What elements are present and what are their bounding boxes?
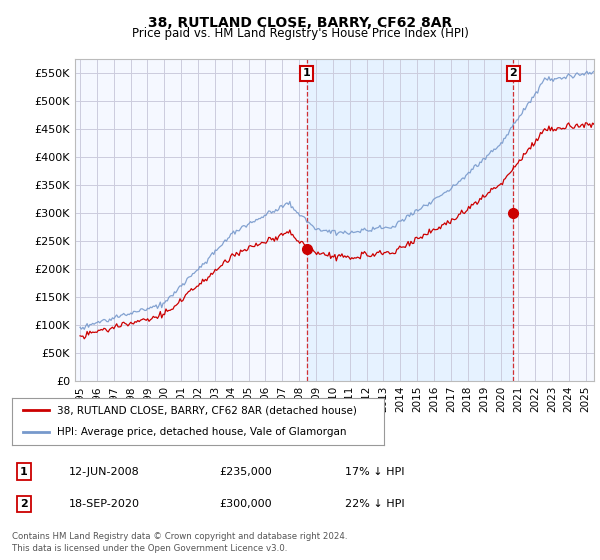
Text: HPI: Average price, detached house, Vale of Glamorgan: HPI: Average price, detached house, Vale…	[56, 427, 346, 437]
Text: 2: 2	[20, 499, 28, 509]
Text: 18-SEP-2020: 18-SEP-2020	[69, 499, 140, 509]
Text: 38, RUTLAND CLOSE, BARRY, CF62 8AR: 38, RUTLAND CLOSE, BARRY, CF62 8AR	[148, 16, 452, 30]
Text: Contains HM Land Registry data © Crown copyright and database right 2024.
This d: Contains HM Land Registry data © Crown c…	[12, 533, 347, 553]
Text: 38, RUTLAND CLOSE, BARRY, CF62 8AR (detached house): 38, RUTLAND CLOSE, BARRY, CF62 8AR (deta…	[56, 405, 356, 416]
Text: £300,000: £300,000	[219, 499, 272, 509]
Text: 1: 1	[20, 466, 28, 477]
Text: 22% ↓ HPI: 22% ↓ HPI	[345, 499, 404, 509]
Text: £235,000: £235,000	[219, 466, 272, 477]
Text: Price paid vs. HM Land Registry's House Price Index (HPI): Price paid vs. HM Land Registry's House …	[131, 27, 469, 40]
Text: 1: 1	[303, 68, 311, 78]
Text: 12-JUN-2008: 12-JUN-2008	[69, 466, 140, 477]
Bar	[307, 59, 514, 381]
Text: 2: 2	[509, 68, 517, 78]
Text: 17% ↓ HPI: 17% ↓ HPI	[345, 466, 404, 477]
